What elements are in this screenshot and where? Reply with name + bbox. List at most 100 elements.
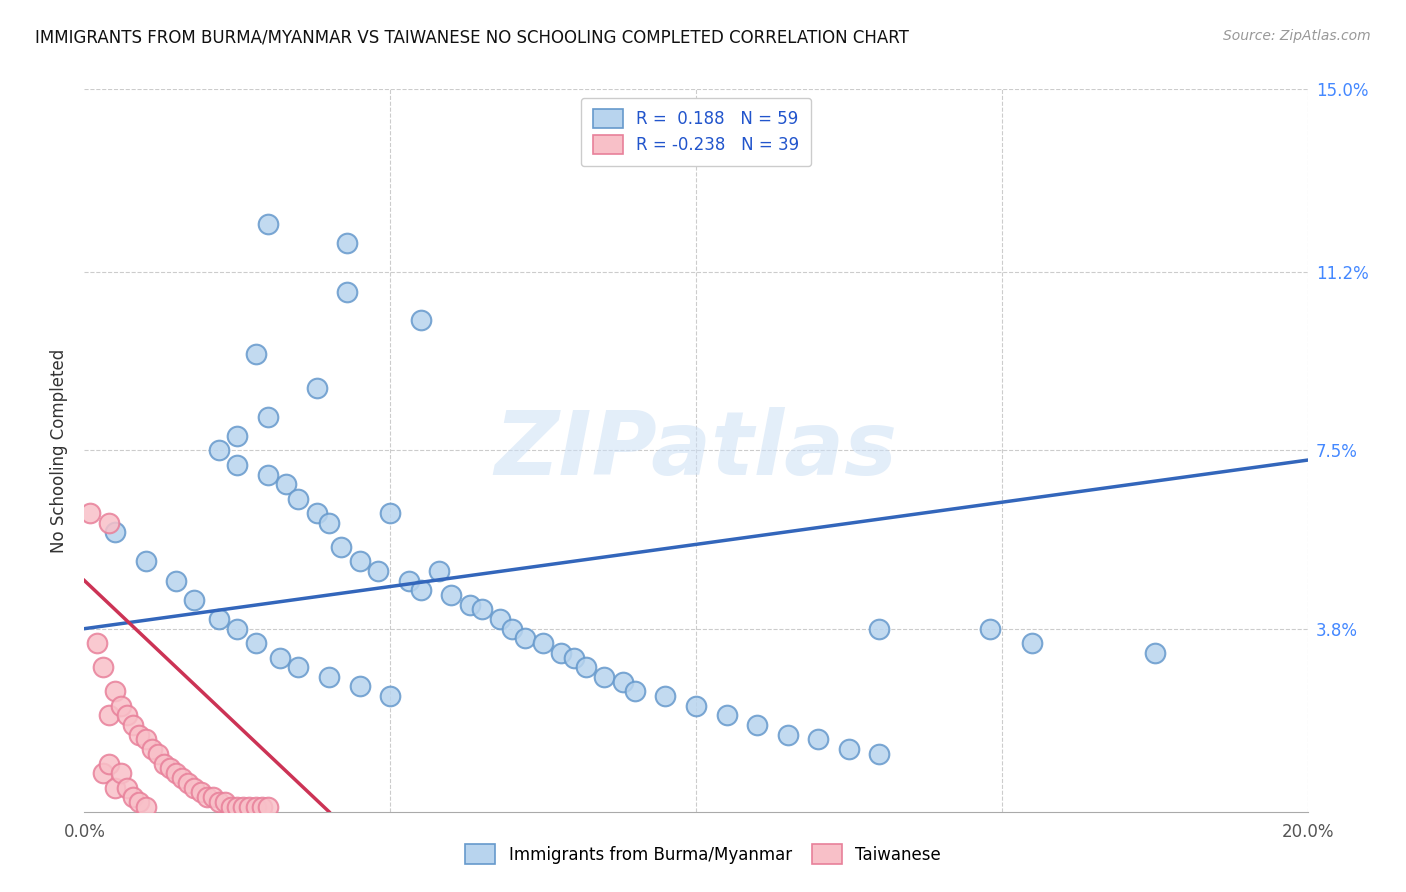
Point <box>104 780 127 795</box>
Point <box>257 409 280 424</box>
Point <box>318 670 340 684</box>
Point <box>226 458 249 472</box>
Point <box>318 516 340 530</box>
Point <box>336 285 359 299</box>
Text: Source: ZipAtlas.com: Source: ZipAtlas.com <box>1223 29 1371 43</box>
Point <box>245 800 267 814</box>
Point <box>110 766 132 780</box>
Point <box>91 766 114 780</box>
Point <box>115 708 138 723</box>
Point <box>349 554 371 568</box>
Point <box>79 506 101 520</box>
Point <box>195 790 218 805</box>
Point <box>336 236 359 251</box>
Point <box>86 636 108 650</box>
Point <box>409 583 432 598</box>
Point <box>190 785 212 799</box>
Point <box>104 684 127 698</box>
Point <box>838 742 860 756</box>
Point <box>122 790 145 805</box>
Point <box>287 491 309 506</box>
Point <box>513 632 536 646</box>
Point <box>550 646 572 660</box>
Point <box>97 756 120 771</box>
Point <box>226 429 249 443</box>
Point <box>624 684 647 698</box>
Point <box>869 747 891 761</box>
Point <box>208 612 231 626</box>
Point <box>110 698 132 713</box>
Point <box>367 564 389 578</box>
Point <box>747 718 769 732</box>
Point <box>575 660 598 674</box>
Point <box>440 588 463 602</box>
Point <box>115 780 138 795</box>
Point <box>159 761 181 775</box>
Point <box>305 381 328 395</box>
Point <box>165 766 187 780</box>
Point <box>165 574 187 588</box>
Point <box>245 347 267 361</box>
Point <box>502 622 524 636</box>
Point <box>427 564 450 578</box>
Point <box>562 650 585 665</box>
Point <box>232 800 254 814</box>
Point <box>409 313 432 327</box>
Point <box>776 728 799 742</box>
Point <box>349 680 371 694</box>
Point <box>489 612 512 626</box>
Point <box>1143 646 1166 660</box>
Point <box>128 728 150 742</box>
Point <box>128 795 150 809</box>
Point <box>214 795 236 809</box>
Point <box>612 674 634 689</box>
Y-axis label: No Schooling Completed: No Schooling Completed <box>49 349 67 552</box>
Point <box>135 554 157 568</box>
Point <box>97 516 120 530</box>
Point <box>97 708 120 723</box>
Point <box>531 636 554 650</box>
Point <box>183 780 205 795</box>
Point <box>245 636 267 650</box>
Text: IMMIGRANTS FROM BURMA/MYANMAR VS TAIWANESE NO SCHOOLING COMPLETED CORRELATION CH: IMMIGRANTS FROM BURMA/MYANMAR VS TAIWANE… <box>35 29 910 46</box>
Point <box>257 800 280 814</box>
Point <box>183 592 205 607</box>
Point <box>226 800 249 814</box>
Point <box>685 698 707 713</box>
Point <box>201 790 224 805</box>
Point <box>104 525 127 540</box>
Point <box>593 670 616 684</box>
Point <box>458 598 481 612</box>
Point <box>177 776 200 790</box>
Point <box>122 718 145 732</box>
Point <box>257 467 280 482</box>
Point <box>398 574 420 588</box>
Point <box>172 771 194 785</box>
Point <box>330 540 353 554</box>
Text: ZIPatlas: ZIPatlas <box>495 407 897 494</box>
Point <box>269 650 291 665</box>
Point <box>219 800 242 814</box>
Point <box>208 795 231 809</box>
Point <box>257 217 280 231</box>
Point <box>380 506 402 520</box>
Point <box>471 602 494 616</box>
Point <box>1021 636 1043 650</box>
Point <box>146 747 169 761</box>
Point <box>716 708 738 723</box>
Point <box>654 689 676 703</box>
Point <box>226 622 249 636</box>
Point <box>979 622 1001 636</box>
Point <box>807 732 830 747</box>
Point <box>135 732 157 747</box>
Point <box>869 622 891 636</box>
Point <box>250 800 273 814</box>
Point <box>305 506 328 520</box>
Point <box>287 660 309 674</box>
Point <box>208 443 231 458</box>
Point <box>141 742 163 756</box>
Point <box>380 689 402 703</box>
Point <box>238 800 260 814</box>
Point <box>153 756 176 771</box>
Legend: R =  0.188   N = 59, R = -0.238   N = 39: R = 0.188 N = 59, R = -0.238 N = 39 <box>581 97 811 166</box>
